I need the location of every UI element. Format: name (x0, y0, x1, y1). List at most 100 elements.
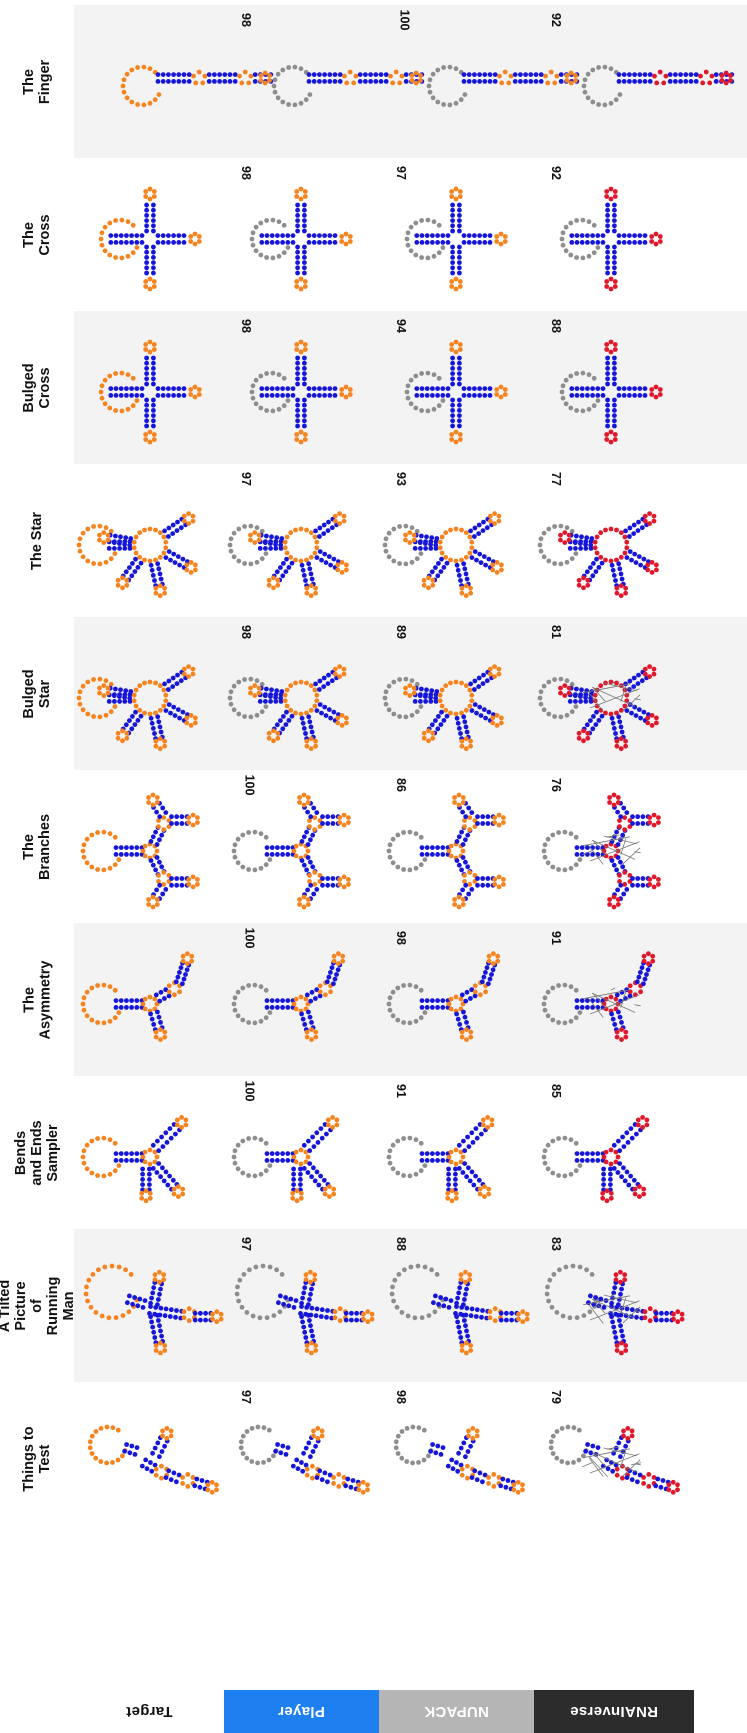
nucleotide (560, 1313, 566, 1318)
nucleotide (330, 1124, 336, 1130)
nucleotide (218, 1311, 224, 1317)
nucleotide (457, 244, 462, 249)
nucleotide (108, 239, 114, 245)
nucleotide (604, 283, 610, 289)
nucleotide (383, 688, 389, 694)
nucleotide (84, 1142, 90, 1148)
nucleotide (312, 550, 318, 555)
nucleotide (457, 346, 463, 352)
nucleotide (81, 1007, 87, 1013)
nucleotide (181, 78, 187, 84)
nucleotide (492, 1305, 498, 1311)
nucleotide (361, 1316, 366, 1322)
nucleotide (435, 392, 441, 398)
nucleotide (275, 730, 281, 736)
nucleotide (126, 1308, 132, 1314)
nucleotide (291, 1001, 297, 1006)
nucleotide (550, 1450, 556, 1456)
misfold-link (588, 845, 604, 865)
nucleotide (119, 217, 125, 222)
rna-structure-target (80, 1114, 189, 1203)
nucleotide (612, 436, 618, 442)
nucleotide (346, 881, 351, 887)
nucleotide (576, 582, 582, 588)
nucleotide (609, 857, 615, 863)
nucleotide (395, 1450, 401, 1456)
nucleotide (143, 283, 149, 289)
nucleotide (621, 392, 627, 398)
nucleotide (494, 391, 500, 397)
rna-structure-target (76, 663, 198, 751)
nucleotide (413, 220, 419, 225)
nucleotide (269, 232, 275, 238)
nucleotide (611, 1324, 617, 1329)
nucleotide (612, 249, 617, 255)
nucleotide (231, 706, 237, 712)
nucleotide (466, 392, 472, 398)
nucleotide (520, 1486, 525, 1492)
nucleotide (161, 1177, 167, 1183)
nucleotide (214, 1481, 219, 1487)
nucleotide (180, 556, 186, 561)
nucleotide (638, 988, 644, 994)
nucleotide (147, 429, 153, 434)
nucleotide (180, 958, 186, 964)
nucleotide (305, 1169, 311, 1175)
nucleotide (272, 89, 278, 95)
accuracy-score: 83 (548, 1237, 563, 1251)
nucleotide (383, 701, 389, 707)
row-label-rnainverse: RNAInverse (534, 1690, 694, 1733)
nucleotide (166, 1467, 172, 1473)
nucleotide (414, 708, 420, 714)
nucleotide (295, 202, 300, 207)
nucleotide (615, 1169, 621, 1175)
nucleotide (395, 985, 401, 990)
nucleotide (622, 814, 628, 820)
nucleotide (293, 1006, 299, 1011)
nucleotide (171, 71, 177, 77)
nucleotide (545, 1283, 550, 1289)
nucleotide (509, 1310, 514, 1316)
nucleotide (129, 239, 135, 245)
nucleotide (502, 391, 508, 397)
nucleotide (436, 249, 442, 255)
nucleotide (591, 713, 596, 719)
nucleotide (612, 423, 617, 428)
nucleotide (585, 71, 591, 77)
nucleotide (426, 1453, 431, 1458)
nucleotide (168, 1432, 174, 1438)
nucleotide (344, 80, 350, 85)
nucleotide (319, 557, 324, 562)
nucleotide (228, 701, 234, 707)
nucleotide (569, 385, 575, 391)
nucleotide (618, 707, 624, 713)
nucleotide (165, 1182, 171, 1187)
nucleotide (450, 423, 455, 428)
nucleotide (240, 1170, 246, 1175)
nucleotide (433, 564, 438, 570)
nucleotide (579, 392, 585, 398)
nucleotide (475, 875, 480, 881)
nucleotide (600, 232, 606, 238)
nucleotide (270, 370, 276, 375)
nucleotide (118, 385, 124, 391)
nucleotide (150, 725, 156, 731)
nucleotide (590, 239, 596, 245)
nucleotide (117, 698, 123, 704)
nucleotide (439, 687, 445, 692)
nucleotide (438, 568, 444, 574)
nucleotide (163, 692, 169, 698)
nucleotide (430, 239, 435, 245)
nucleotide (306, 713, 312, 719)
nucleotide (255, 1424, 261, 1429)
rna-structure-nupack (386, 792, 506, 909)
nucleotide (405, 1313, 411, 1318)
nucleotide (593, 568, 599, 574)
nucleotide (147, 679, 153, 684)
nucleotide (459, 1466, 465, 1472)
nucleotide (107, 830, 113, 836)
nucleotide (280, 725, 286, 731)
nucleotide (298, 1195, 304, 1201)
nucleotide (453, 711, 459, 716)
nucleotide (605, 402, 610, 408)
